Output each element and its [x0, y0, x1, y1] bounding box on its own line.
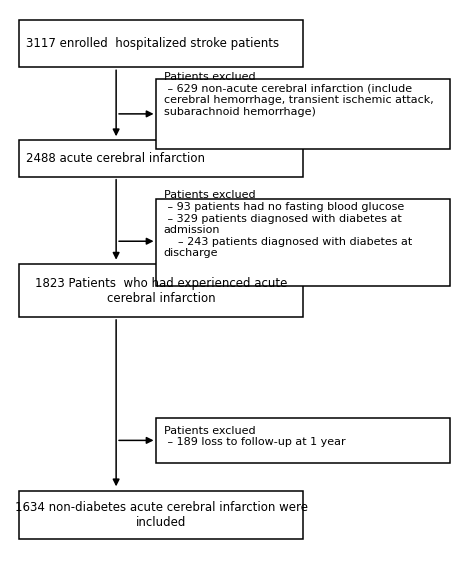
- Text: 3117 enrolled  hospitalized stroke patients: 3117 enrolled hospitalized stroke patien…: [26, 37, 279, 50]
- FancyBboxPatch shape: [156, 79, 450, 149]
- Text: Patients exclued
 – 93 patients had no fasting blood glucose
 – 329 patients dia: Patients exclued – 93 patients had no fa…: [164, 190, 412, 259]
- FancyBboxPatch shape: [156, 418, 450, 463]
- Text: Patients exclued
 – 629 non-acute cerebral infarction (include
cerebral hemorrha: Patients exclued – 629 non-acute cerebra…: [164, 72, 433, 117]
- FancyBboxPatch shape: [156, 199, 450, 286]
- Text: 2488 acute cerebral infarction: 2488 acute cerebral infarction: [26, 152, 205, 165]
- FancyBboxPatch shape: [19, 20, 303, 67]
- FancyBboxPatch shape: [19, 264, 303, 317]
- Text: Patients exclued
 – 189 loss to follow-up at 1 year: Patients exclued – 189 loss to follow-up…: [164, 426, 345, 447]
- FancyBboxPatch shape: [19, 140, 303, 177]
- Text: 1823 Patients  who had experienced acute
cerebral infarction: 1823 Patients who had experienced acute …: [35, 277, 287, 305]
- FancyBboxPatch shape: [19, 491, 303, 539]
- Text: 1634 non-diabetes acute cerebral infarction were
included: 1634 non-diabetes acute cerebral infarct…: [15, 501, 308, 529]
